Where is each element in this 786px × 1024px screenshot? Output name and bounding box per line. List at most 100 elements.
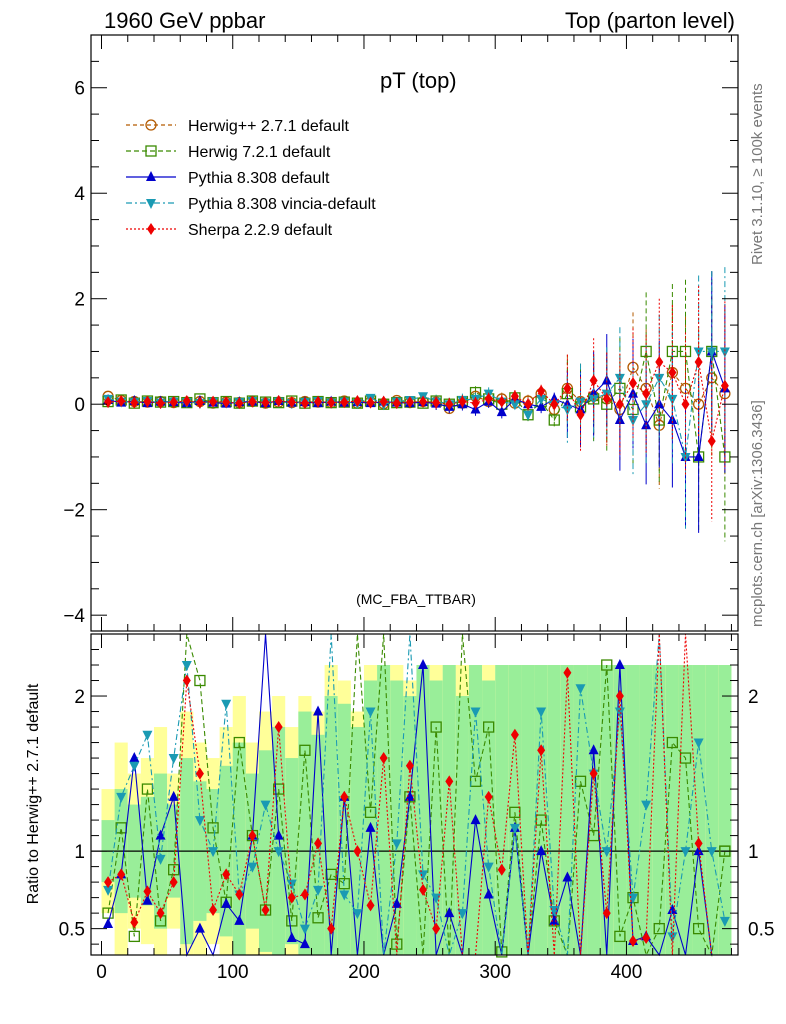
main-frame xyxy=(90,34,739,632)
ratio-point xyxy=(549,914,560,925)
axes: 0 100 200 300 400 −4 −2 0 2 4 6 0.5 0.5 1 1 2 2 xyxy=(59,34,774,983)
ratio-point xyxy=(273,829,284,840)
data-point xyxy=(720,379,729,392)
band-green xyxy=(626,665,640,955)
data-point xyxy=(537,385,546,398)
ratio-point xyxy=(706,847,717,858)
legend-label: Pythia 8.308 default xyxy=(188,170,330,187)
data-point xyxy=(536,394,547,405)
ratio-point xyxy=(168,754,179,765)
ratio-point xyxy=(680,847,691,858)
data-point xyxy=(143,395,152,408)
band-green xyxy=(560,665,574,955)
ratio-point xyxy=(233,736,245,749)
band-green xyxy=(442,665,456,955)
ratio-point xyxy=(117,868,126,881)
ratio-point xyxy=(482,721,495,733)
ratio-point xyxy=(299,938,310,949)
band-green xyxy=(350,727,364,955)
ratio-point xyxy=(391,839,402,850)
ratio-point xyxy=(536,707,547,718)
data-point xyxy=(353,395,362,408)
data-point xyxy=(261,396,270,409)
band-green xyxy=(468,665,483,955)
ratio-point xyxy=(116,792,127,803)
data-point xyxy=(550,398,559,411)
ratio-point xyxy=(286,915,298,927)
ratio-point xyxy=(365,821,376,832)
band-green xyxy=(718,665,732,955)
ratio-point xyxy=(653,922,665,935)
ratio-point xyxy=(667,932,678,943)
data-point xyxy=(366,396,375,409)
data-point xyxy=(615,398,624,411)
data-point xyxy=(706,347,717,358)
data-point xyxy=(668,366,677,379)
data-point xyxy=(314,395,323,408)
ratio-ylabel: Ratio to Herwig++ 2.7.1 default xyxy=(25,683,42,904)
data-point xyxy=(655,356,664,369)
series-line xyxy=(108,361,726,442)
data-point xyxy=(182,395,191,408)
data-point xyxy=(642,387,651,400)
ratio-point xyxy=(103,885,114,896)
ratio-point xyxy=(194,674,206,687)
ratio-point xyxy=(419,883,428,896)
data-point xyxy=(562,405,573,416)
ratio-point xyxy=(286,931,297,942)
ratio-point xyxy=(299,744,311,756)
data-point xyxy=(509,400,520,411)
data-point xyxy=(458,395,467,408)
ratio-point xyxy=(181,661,192,672)
band-green xyxy=(587,665,601,955)
ratio-point xyxy=(234,914,245,925)
ratio-point xyxy=(235,888,244,901)
legend-label: Sherpa 2.2.9 default xyxy=(188,222,333,239)
ratio-point xyxy=(353,845,362,858)
ratio-point xyxy=(615,690,624,703)
ratio-point xyxy=(404,790,415,801)
data-point xyxy=(641,400,652,411)
ratio-point xyxy=(142,894,153,905)
ratio-y-tick-label-right: 2 xyxy=(748,687,759,708)
ratio-line xyxy=(107,633,726,957)
ratio-point xyxy=(365,707,376,718)
ratio-point xyxy=(601,659,613,671)
data-point xyxy=(222,396,231,409)
ratio-point xyxy=(496,946,508,958)
ratio-point xyxy=(156,907,165,920)
ratio-line xyxy=(107,633,725,956)
data-point xyxy=(274,395,283,408)
ratio-point xyxy=(143,885,152,898)
ratio-point xyxy=(248,829,257,842)
legend-marker xyxy=(145,145,157,157)
band-green xyxy=(547,665,561,955)
ratio-point xyxy=(405,759,414,772)
ratio-point xyxy=(483,888,494,899)
ratio-point xyxy=(457,909,468,920)
x-tick-label: 400 xyxy=(611,962,643,983)
data-point xyxy=(130,396,139,409)
y-tick-label: 6 xyxy=(74,79,85,100)
ratio-point xyxy=(194,816,205,827)
ratio-point xyxy=(574,775,587,787)
legend-entry: Sherpa 2.2.9 default xyxy=(126,222,333,239)
band-green xyxy=(678,665,693,955)
data-point xyxy=(576,408,585,421)
series-4 xyxy=(104,286,729,522)
ratio-point xyxy=(444,907,455,918)
legend-marker xyxy=(147,223,155,235)
ratio-point xyxy=(366,899,375,912)
x-tick-label: 200 xyxy=(348,962,380,983)
data-point xyxy=(287,396,296,409)
ratio-point xyxy=(299,924,310,935)
ratio-series-4 xyxy=(104,633,725,956)
ratio-point xyxy=(470,814,481,825)
ratio-point xyxy=(432,922,441,935)
ratio-series-3 xyxy=(103,633,730,958)
ratio-point xyxy=(338,878,350,890)
ratio-point xyxy=(129,761,140,772)
band-green xyxy=(455,696,469,955)
ratio-point xyxy=(207,822,219,834)
ratio-point xyxy=(104,876,113,889)
